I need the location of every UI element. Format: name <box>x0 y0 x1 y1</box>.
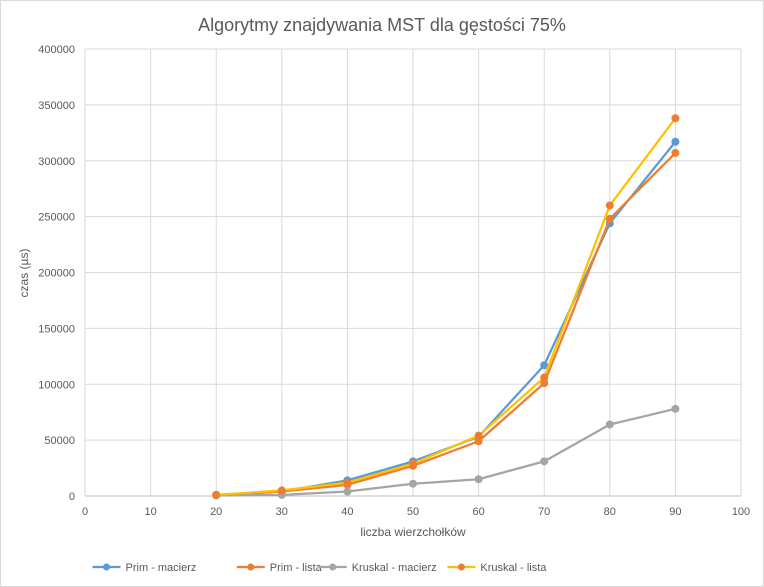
y-tick-label: 250000 <box>38 212 75 224</box>
y-tick-label: 350000 <box>38 100 75 112</box>
y-tick-label: 300000 <box>38 156 75 168</box>
legend-marker <box>103 563 110 571</box>
data-point <box>671 137 680 146</box>
chart-title: Algorytmy znajdywania MST dla gęstości 7… <box>198 15 566 35</box>
legend-marker <box>457 563 465 571</box>
series-kruskal-macierz <box>212 404 680 500</box>
x-tick-label: 80 <box>604 506 616 518</box>
data-point <box>671 114 680 123</box>
data-point <box>409 459 417 468</box>
data-point <box>671 404 680 413</box>
x-tick-label: 50 <box>407 506 419 518</box>
series-kruskal-lista <box>212 114 680 499</box>
legend-marker <box>247 563 255 571</box>
data-point <box>605 214 614 223</box>
legend-marker <box>329 563 337 571</box>
legend-item: Prim - macierz <box>92 562 197 574</box>
x-tick-label: 30 <box>276 506 288 518</box>
y-tick-label: 150000 <box>38 323 75 335</box>
legend-item: Kruskal - lista <box>447 562 547 574</box>
series-line <box>216 141 677 497</box>
series-line <box>216 407 676 497</box>
x-tick-label: 20 <box>210 506 222 518</box>
legend-label: Prim - macierz <box>126 562 197 574</box>
legend-label: Kruskal - lista <box>480 562 547 574</box>
x-tick-label: 10 <box>144 506 156 518</box>
data-point <box>540 373 549 382</box>
legend-label: Prim - lista <box>270 562 323 574</box>
y-tick-label: 400000 <box>38 44 75 56</box>
x-tick-label: 70 <box>538 506 550 518</box>
data-point <box>540 361 549 370</box>
data-point <box>343 487 352 496</box>
x-tick-label: 100 <box>732 506 750 518</box>
data-point <box>605 420 614 429</box>
y-tick-label: 50000 <box>44 435 75 447</box>
legend: Prim - macierz Prim - lista Kruskal - maci… <box>92 562 547 574</box>
data-point <box>474 475 483 484</box>
data-point <box>671 148 680 157</box>
data-point <box>474 431 483 440</box>
y-tick-label: 200000 <box>38 268 75 280</box>
x-tick-label: 0 <box>82 506 88 518</box>
gridlines <box>84 48 742 497</box>
series-line <box>216 117 677 497</box>
legend-item: Prim - lista <box>236 562 323 574</box>
y-tick-label: 0 <box>69 491 75 503</box>
series-prim-macierz <box>212 137 680 499</box>
axes: 0 50000 100000 150000 200000 250000 300000 3500… <box>38 44 750 518</box>
data-point <box>409 479 417 488</box>
series-line <box>216 152 677 497</box>
data-point <box>540 457 549 466</box>
x-axis-label: liczba wierzchołków <box>360 525 466 539</box>
legend-label: Kruskal - macierz <box>352 562 437 574</box>
data-point <box>343 478 352 487</box>
x-tick-label: 40 <box>341 506 353 518</box>
y-axis-label: czas (µs) <box>17 249 31 298</box>
data-point <box>605 201 614 210</box>
legend-item: Kruskal - macierz <box>318 562 437 574</box>
series-layer <box>212 114 680 500</box>
data-point <box>212 490 221 499</box>
x-tick-label: 90 <box>669 506 681 518</box>
x-tick-label: 60 <box>472 506 484 518</box>
data-point <box>277 486 286 495</box>
y-tick-label: 100000 <box>38 379 75 391</box>
